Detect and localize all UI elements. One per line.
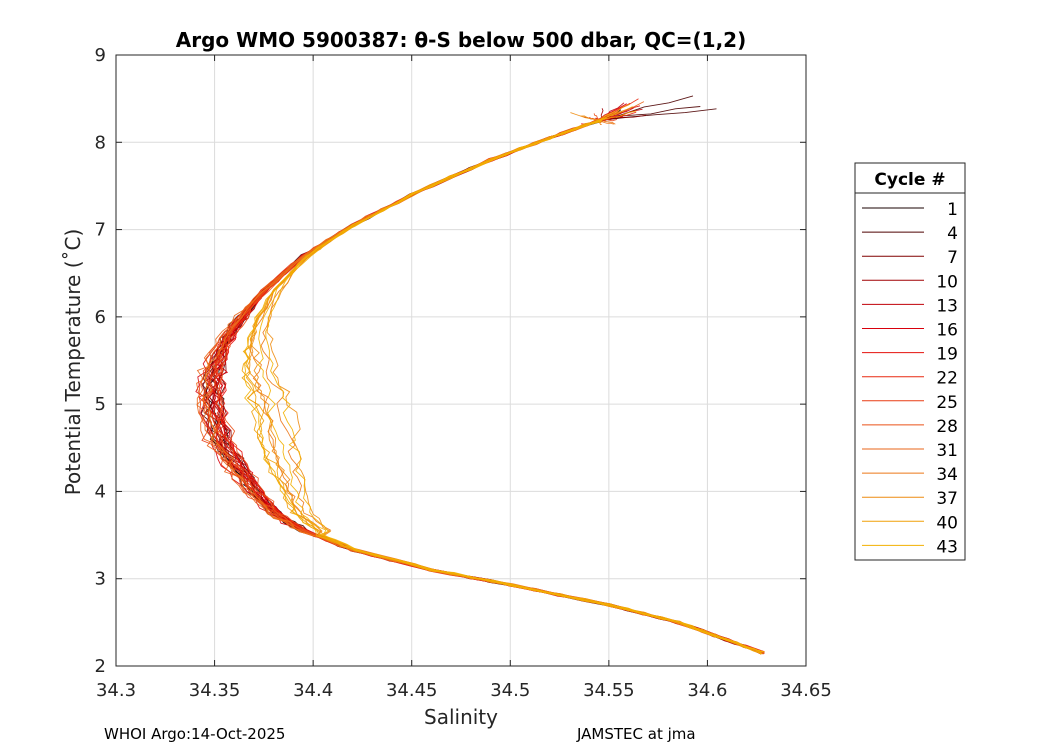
legend-entry-label: 40	[936, 513, 958, 533]
grid	[116, 55, 806, 666]
cycle-profile-line	[203, 117, 763, 654]
y-tick-label: 4	[95, 481, 106, 502]
x-tick-label: 34.4	[293, 680, 333, 701]
x-tick-label: 34.55	[583, 680, 635, 701]
cycle-profile-line	[211, 102, 765, 653]
cycle-profile-line	[196, 101, 762, 653]
x-tick-label: 34.65	[780, 680, 832, 701]
legend-entry-label: 22	[936, 369, 958, 389]
footer-credit: JAMSTEC at jma	[577, 725, 696, 743]
cycle-profile-line	[213, 111, 765, 654]
cycle-profile-line	[248, 118, 762, 655]
cycle-profile-line	[215, 117, 764, 654]
cycle-profile-line	[210, 108, 762, 655]
cycle-profile-line	[208, 114, 763, 654]
legend-entry-label: 31	[936, 441, 958, 461]
legend-entry-label: 19	[936, 345, 958, 365]
cycle-profile-line	[212, 102, 765, 653]
cycle-profile-line	[203, 113, 763, 654]
legend: Cycle # 1 4 7 10 13 16 19 22 25 28 31 34 37 40 43	[854, 162, 966, 561]
cycle-profile-line	[201, 121, 764, 655]
cycle-profile-line	[243, 118, 763, 655]
legend-title: Cycle #	[874, 170, 945, 190]
y-tick-label: 8	[95, 132, 106, 153]
cycle-profile-line	[215, 116, 765, 653]
cycle-profile-line	[195, 103, 764, 655]
legend-entry-label: 43	[936, 537, 958, 557]
legend-entry-label: 16	[936, 321, 958, 341]
legend-entry-label: 28	[936, 417, 958, 437]
cycle-profile-line	[241, 103, 762, 655]
cycle-profile-line	[208, 116, 764, 654]
y-tick-label: 7	[95, 220, 106, 241]
legend-entries: 1 4 7 10 13 16 19 22 25 28 31 34 37 40 43	[862, 200, 958, 557]
footer-source: WHOI Argo:14-Oct-2025	[104, 725, 286, 743]
cycle-profile-line	[196, 111, 762, 655]
cycle-profile-line	[250, 121, 764, 653]
legend-entry-label: 7	[947, 248, 958, 268]
cycle-profile-line	[206, 108, 765, 654]
cycle-profile-line	[215, 117, 765, 653]
x-tick-label: 34.5	[490, 680, 530, 701]
cycle-profile-line	[203, 98, 764, 653]
cycle-profile-line	[216, 111, 764, 654]
cycle-profile-line	[207, 113, 763, 653]
cycle-profile-line	[214, 114, 762, 655]
cycle-profile-line	[241, 106, 765, 653]
cycle-profile-line	[260, 119, 762, 655]
cycle-profile-line	[218, 95, 762, 655]
cycle-profile-line	[204, 112, 762, 655]
cycle-profile-line	[257, 110, 765, 653]
cycle-profile-line	[208, 108, 764, 653]
cycle-profile-line	[203, 119, 765, 654]
x-tick-label: 34.35	[189, 680, 241, 701]
x-tick-label: 34.3	[96, 680, 136, 701]
series-lines	[195, 95, 765, 655]
x-axis-label: Salinity	[424, 705, 498, 729]
cycle-profile-line	[244, 110, 762, 654]
cycle-profile-line	[208, 105, 762, 655]
axis-ticks: 34.3 34.35 34.4 34.45 34.5 34.55 34.6 34.65 2 3 4 5…	[95, 45, 832, 701]
cycle-profile-line	[215, 107, 762, 654]
x-tick-label: 34.6	[687, 680, 727, 701]
y-tick-label: 3	[95, 569, 106, 590]
legend-box	[854, 162, 966, 561]
legend-entry-label: 4	[947, 224, 958, 244]
cycle-profile-line	[201, 116, 762, 654]
y-tick-label: 9	[95, 45, 106, 66]
cycle-profile-line	[266, 112, 764, 653]
plot-area	[115, 54, 807, 667]
cycle-profile-line	[200, 106, 764, 653]
y-tick-label: 6	[95, 307, 106, 328]
cycle-profile-line	[203, 116, 762, 655]
cycle-profile-line	[265, 117, 762, 653]
legend-entry-label: 13	[936, 296, 958, 316]
legend-entry-label: 1	[947, 200, 958, 220]
y-axis-label: Potential Temperature (˚C)	[61, 229, 85, 496]
cycle-profile-line	[198, 120, 762, 655]
legend-entry-label: 34	[936, 465, 958, 485]
cycle-profile-line	[249, 115, 765, 653]
y-tick-label: 5	[95, 394, 106, 415]
cycle-profile-line	[198, 119, 763, 654]
legend-entry-label: 25	[936, 393, 958, 413]
cycle-profile-line	[202, 109, 763, 653]
y-tick-label: 2	[95, 656, 106, 677]
cycle-profile-line	[214, 118, 764, 654]
cycle-profile-line	[215, 116, 763, 654]
legend-entry-label: 37	[936, 489, 958, 509]
legend-entry-label: 10	[936, 272, 958, 292]
chart-title: Argo WMO 5900387: θ-S below 500 dbar, QC…	[176, 28, 746, 52]
x-tick-label: 34.45	[386, 680, 438, 701]
